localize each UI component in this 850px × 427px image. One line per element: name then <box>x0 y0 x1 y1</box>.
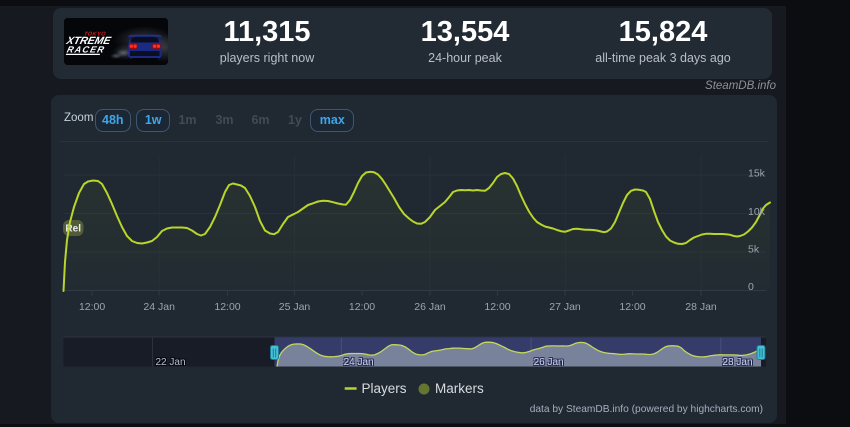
svg-text:15k: 15k <box>748 168 766 180</box>
svg-text:TOKYO: TOKYO <box>83 32 107 38</box>
svg-text:26 Jan: 26 Jan <box>534 357 564 368</box>
svg-text:5k: 5k <box>748 244 760 256</box>
svg-text:27 Jan: 27 Jan <box>549 301 581 313</box>
svg-text:XTREME: XTREME <box>64 35 113 47</box>
svg-text:10k: 10k <box>748 206 766 218</box>
svg-text:22 Jan: 22 Jan <box>156 357 186 368</box>
svg-text:24 Jan: 24 Jan <box>344 357 374 368</box>
svg-text:12:00: 12:00 <box>619 301 645 313</box>
svg-text:12:00: 12:00 <box>214 301 240 313</box>
svg-text:0: 0 <box>748 281 754 293</box>
svg-text:28 Jan: 28 Jan <box>685 301 717 313</box>
svg-text:RACER: RACER <box>66 45 106 55</box>
svg-text:12:00: 12:00 <box>349 301 375 313</box>
svg-text:28 Jan: 28 Jan <box>723 357 753 368</box>
svg-text:Markers: Markers <box>435 381 484 396</box>
svg-text:Rel: Rel <box>65 224 81 235</box>
svg-text:12:00: 12:00 <box>484 301 510 313</box>
svg-text:25 Jan: 25 Jan <box>279 301 311 313</box>
svg-text:Players: Players <box>362 381 407 396</box>
svg-text:24 Jan: 24 Jan <box>143 301 175 313</box>
svg-text:26 Jan: 26 Jan <box>414 301 446 313</box>
svg-text:12:00: 12:00 <box>79 301 105 313</box>
svg-text:data by SteamDB.info (powered: data by SteamDB.info (powered by highcha… <box>530 404 763 415</box>
